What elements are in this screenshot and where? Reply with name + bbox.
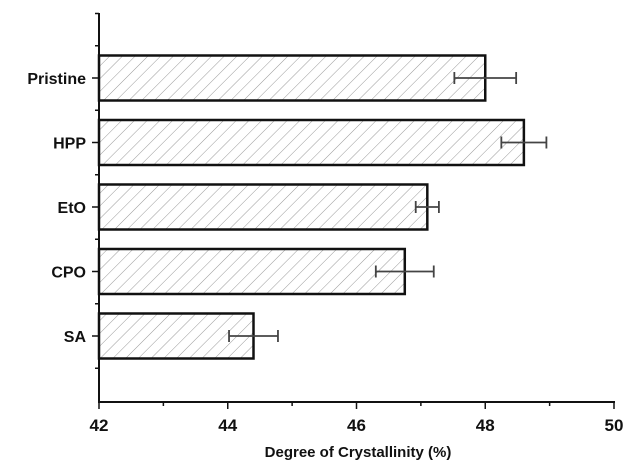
x-tick-label: 48 — [476, 416, 495, 435]
axes-layer — [92, 12, 615, 409]
x-tick-label: 50 — [605, 416, 624, 435]
category-label-eto: EtO — [58, 200, 86, 217]
error-bar-sa — [228, 330, 279, 342]
x-tick-label: 42 — [90, 416, 109, 435]
bar-pristine — [97, 54, 487, 102]
error-bar-eto — [414, 201, 440, 213]
x-tick-label: 46 — [347, 416, 366, 435]
category-label-pristine: Pristine — [27, 71, 86, 88]
error-bar-cpo — [374, 265, 435, 278]
category-label-sa: SA — [64, 329, 87, 346]
bars-layer — [97, 54, 526, 360]
bar-cpo — [97, 247, 407, 296]
x-tick-label: 44 — [218, 416, 237, 435]
category-label-hpp: HPP — [53, 136, 86, 153]
error-bar-pristine — [453, 72, 518, 84]
error-bar-hpp — [500, 136, 548, 149]
bar-eto — [97, 183, 429, 231]
category-label-cpo: CPO — [51, 265, 86, 282]
labels-layer: 42 44 46 48 50 Pristine HPP EtO CPO SA — [27, 71, 623, 435]
bar-hpp — [97, 118, 526, 167]
x-axis-title: Degree of Crystallinity (%) — [265, 444, 452, 461]
error-bars-layer — [228, 72, 548, 342]
